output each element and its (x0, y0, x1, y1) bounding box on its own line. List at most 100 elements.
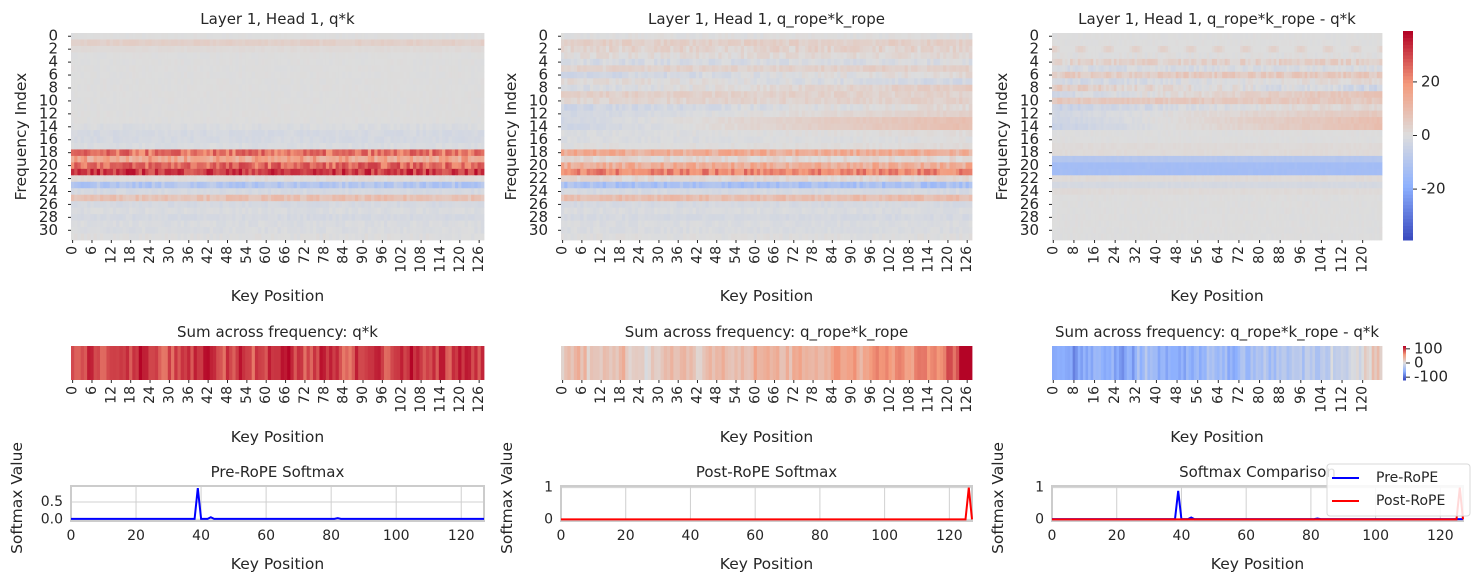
heatmap-cell (471, 104, 475, 111)
heatmap-cell (596, 39, 600, 46)
heatmap-cell (400, 182, 404, 189)
heatmap-cell (200, 72, 204, 79)
heatmap-cell (210, 208, 214, 215)
heatmap-cell (226, 149, 230, 156)
heatmap-cell (458, 91, 462, 98)
heatmap-cell (442, 39, 446, 46)
heatmap-cell (731, 46, 735, 53)
heatmap-cell (174, 182, 178, 189)
heatmap-cell (381, 195, 385, 202)
heatmap-cell (407, 39, 411, 46)
heatmap-cell (129, 85, 133, 92)
heatmap-cell (265, 137, 269, 144)
heatmap-cell (281, 234, 285, 241)
heatmap-cell (274, 52, 278, 59)
heatmap-cell (239, 221, 243, 228)
heatmap-cell (265, 91, 269, 98)
heatmap-cell (403, 175, 407, 182)
heatmap-cell (407, 65, 411, 72)
heatmap-cell (84, 156, 88, 163)
heatmap-cell (847, 46, 851, 53)
heatmap-cell (407, 46, 411, 53)
heatmap-cell (313, 234, 317, 241)
heatmap-cell (481, 201, 485, 208)
heatmap-cell (455, 78, 459, 85)
heatmap-cell (403, 59, 407, 66)
heatmap-cell (77, 52, 81, 59)
heatmap-cell (258, 195, 262, 202)
heatmap-cell (213, 39, 217, 46)
heatmap-cell (465, 72, 469, 79)
heatmap-cell (638, 39, 642, 46)
heatmap-cell (194, 104, 198, 111)
heatmap-cell (436, 221, 440, 228)
heatmap-cell (116, 78, 120, 85)
heatmap-cell (384, 182, 388, 189)
heatmap-cell (326, 201, 330, 208)
heatmap-cell (651, 72, 655, 79)
heatmap-cell (429, 46, 433, 53)
heatmap-cell (177, 78, 181, 85)
heatmap-cell (236, 195, 240, 202)
heatmap-cell (452, 149, 456, 156)
heatmap-cell (394, 162, 398, 169)
heatmap-cell (478, 143, 482, 150)
heatmap-cell (313, 33, 317, 40)
heatmap-cell (268, 208, 272, 215)
heatmap-cell (310, 46, 314, 53)
heatmap-cell (94, 156, 98, 163)
heatmap-cell (416, 33, 420, 40)
heatmap-cell (77, 85, 81, 92)
heatmap-cell (129, 104, 133, 111)
heatmap-cell (471, 78, 475, 85)
heatmap-cell (210, 214, 214, 221)
heatmap-cell (339, 221, 343, 228)
heatmap-cell (439, 72, 443, 79)
heatmap-cell (313, 156, 317, 163)
heatmap-cell (622, 52, 626, 59)
heatmap-cell (953, 65, 957, 72)
heatmap-cell (148, 234, 152, 241)
heatmap-cell (587, 72, 591, 79)
heatmap-cell (303, 130, 307, 137)
heatmap-cell (670, 72, 674, 79)
heatmap-cell (799, 52, 803, 59)
heatmap-cell (413, 208, 417, 215)
heatmap-cell (297, 188, 301, 195)
heatmap-cell (71, 111, 75, 118)
heatmap-cell (232, 39, 236, 46)
heatmap-cell (439, 175, 443, 182)
heatmap-cell (811, 52, 815, 59)
heatmap-cell (303, 188, 307, 195)
heatmap-cell (876, 33, 880, 40)
heatmap-cell (478, 188, 482, 195)
heatmap-cell (693, 33, 697, 40)
heatmap-cell (361, 78, 365, 85)
heatmap-cell (255, 221, 259, 228)
heatmap-cell (722, 65, 726, 72)
heatmap-cell (94, 195, 98, 202)
heatmap-cell (136, 46, 140, 53)
heatmap-cell (106, 124, 110, 131)
heatmap-cell (468, 149, 472, 156)
heatmap-cell (345, 46, 349, 53)
heatmap-cell (174, 33, 178, 40)
heatmap-cell (245, 52, 249, 59)
heatmap-cell (77, 201, 81, 208)
heatmap-cell (449, 46, 453, 53)
heatmap-cell (319, 195, 323, 202)
heatmap-cell (132, 117, 136, 124)
heatmap-cell (136, 52, 140, 59)
heatmap-cell (132, 221, 136, 228)
heatmap-cell (161, 227, 165, 234)
heatmap-cell (123, 98, 127, 105)
heatmap-cell (442, 149, 446, 156)
heatmap-cell (210, 137, 214, 144)
heatmap-cell (181, 39, 185, 46)
heatmap-cell (416, 149, 420, 156)
heatmap-cell (187, 130, 191, 137)
heatmap-cell (207, 227, 211, 234)
heatmap-cell (248, 162, 252, 169)
heatmap-cell (439, 33, 443, 40)
heatmap-cell (103, 91, 107, 98)
